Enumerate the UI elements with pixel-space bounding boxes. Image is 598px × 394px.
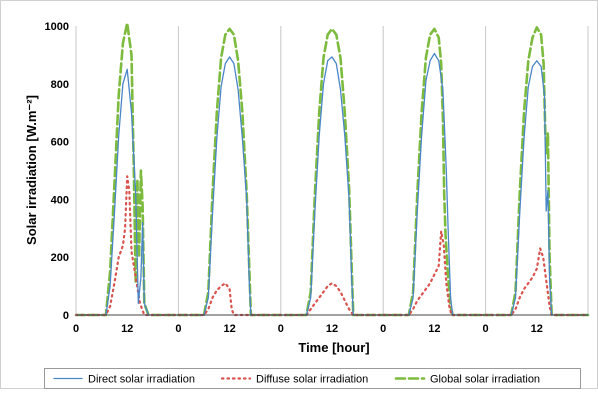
legend: Direct solar irradiation Diffuse solar ir… bbox=[44, 368, 581, 389]
x-tick-label: 12 bbox=[121, 323, 133, 335]
x-tick-label: 0 bbox=[278, 323, 284, 335]
legend-label: Diffuse solar irradiation bbox=[256, 374, 368, 386]
grid-lines bbox=[75, 26, 589, 315]
y-tick-label: 600 bbox=[51, 137, 69, 149]
y-tick-label: 400 bbox=[51, 194, 69, 206]
y-axis-title: Solar irradiation [W.m⁻²] bbox=[24, 95, 39, 245]
x-tick-label: 12 bbox=[326, 323, 338, 335]
x-tick-label: 12 bbox=[531, 323, 543, 335]
series-lines bbox=[74, 21, 590, 317]
y-tick-label: 200 bbox=[51, 252, 69, 264]
y-tick-label: 1000 bbox=[45, 21, 69, 33]
legend-label: Global solar irradiation bbox=[430, 374, 540, 386]
direct-solar-irradiation-line bbox=[75, 52, 589, 316]
x-tick-label: 0 bbox=[380, 323, 386, 335]
y-tick-label: 0 bbox=[63, 310, 69, 322]
x-axis-title: Time [hour] bbox=[298, 340, 369, 355]
x-tick-label: 0 bbox=[175, 323, 181, 335]
x-tick-label: 12 bbox=[428, 323, 440, 335]
x-tick-label: 12 bbox=[223, 323, 235, 335]
y-tick-label: 800 bbox=[51, 79, 69, 91]
x-tick-labels: 0 12 0 12 0 12 0 12 0 12 bbox=[73, 323, 543, 335]
diffuse-solar-irradiation-line bbox=[74, 175, 590, 317]
y-tick-labels: 0 200 400 600 800 1000 bbox=[45, 21, 69, 322]
x-tick-label: 0 bbox=[73, 323, 79, 335]
x-tick-label: 0 bbox=[483, 323, 489, 335]
legend-label: Direct solar irradiation bbox=[88, 374, 195, 386]
